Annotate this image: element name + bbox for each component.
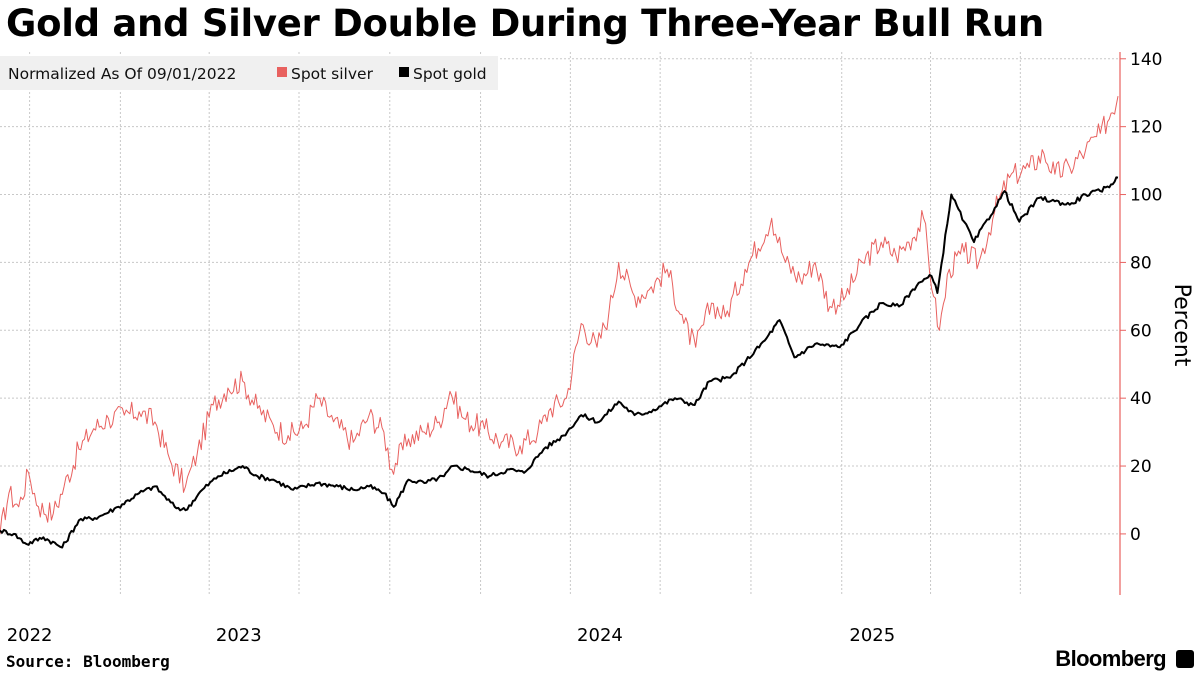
y-tick-label: 120: [1130, 118, 1162, 138]
series-line-silver: [0, 96, 1119, 534]
y-tick-label: 100: [1130, 186, 1162, 206]
series-line-gold: [0, 176, 1119, 549]
y-tick-label: 140: [1130, 50, 1162, 70]
x-tick-label: 2025: [849, 625, 895, 646]
x-tick-label: 2022: [7, 625, 53, 646]
legend-title: Normalized As Of 09/01/2022: [8, 65, 236, 83]
y-tick-label: 0: [1130, 525, 1141, 545]
x-axis: 2022 2023 2024 2025: [7, 625, 896, 646]
y-tick-label: 80: [1130, 253, 1152, 273]
legend-label-gold: Spot gold: [413, 65, 487, 83]
legend-background: [0, 56, 498, 90]
legend: Normalized As Of 09/01/2022 Spot silver …: [0, 56, 498, 90]
y-tick-label: 20: [1130, 457, 1152, 477]
x-tick-label: 2024: [577, 625, 623, 646]
y-tick-label: 60: [1130, 321, 1152, 341]
legend-swatch-silver: [277, 67, 287, 77]
y-axis-label: Percent: [1169, 284, 1194, 367]
source-note: Source: Bloomberg: [6, 652, 170, 671]
legend-label-silver: Spot silver: [291, 65, 374, 83]
chart-title: Gold and Silver Double During Three-Year…: [6, 2, 1044, 45]
x-tick-label: 2023: [216, 625, 262, 646]
bloomberg-logo: Bloomberg: [1055, 646, 1166, 671]
legend-swatch-gold: [399, 67, 409, 77]
y-axis: 0 20 40 60 80 100 120 140: [1119, 50, 1162, 595]
bloomberg-mark-icon: [1176, 650, 1194, 668]
grid: [0, 52, 1120, 595]
y-tick-label: 40: [1130, 389, 1152, 409]
series-group: [0, 96, 1119, 549]
